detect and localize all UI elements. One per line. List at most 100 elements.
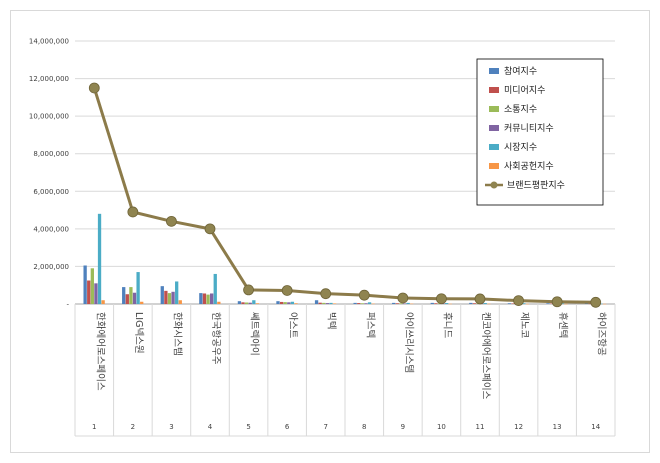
bar <box>125 294 129 304</box>
category-number: 1 <box>92 423 96 431</box>
bar <box>283 302 287 304</box>
category-number: 12 <box>514 423 523 431</box>
legend-label: 미디어지수 <box>504 85 545 96</box>
category-number: 14 <box>591 423 600 431</box>
bar <box>507 303 512 304</box>
category-label: 아이쓰리시스템 <box>403 312 415 373</box>
bar <box>318 302 322 304</box>
bar <box>248 302 252 304</box>
bar <box>371 303 375 305</box>
bar <box>360 303 364 304</box>
category-label: 한화에어로스페이스 <box>94 312 105 391</box>
bar <box>97 213 102 304</box>
line-point <box>358 289 370 301</box>
category-number: 3 <box>169 423 173 431</box>
bar <box>140 301 144 304</box>
category-label: 켄코아에어로스페이스 <box>480 312 491 400</box>
bar <box>525 303 530 305</box>
bar <box>602 303 607 305</box>
legend-label: 소통지수 <box>504 104 537 115</box>
line-point <box>474 293 486 305</box>
legend-label: 사회공헌지수 <box>504 161 554 172</box>
bar <box>160 286 164 304</box>
line-point <box>513 295 524 307</box>
bar <box>237 301 242 304</box>
category-number: 2 <box>131 423 135 431</box>
bar <box>314 300 319 304</box>
bar <box>101 300 105 304</box>
bar <box>332 303 337 304</box>
category-label: 제노코 <box>519 312 530 338</box>
bar <box>206 294 210 304</box>
category-label: 하이즈항공 <box>596 312 608 356</box>
bar <box>406 302 410 304</box>
bar <box>560 303 565 304</box>
bar <box>217 301 221 304</box>
line-point <box>127 206 139 218</box>
bar <box>364 303 368 304</box>
bar <box>546 303 550 304</box>
legend-label: 참여지수 <box>504 65 537 77</box>
line-point <box>166 215 177 227</box>
bar <box>445 303 449 304</box>
legend-swatch <box>489 144 499 150</box>
bar <box>210 293 214 304</box>
bar <box>199 293 203 304</box>
bar <box>276 301 280 304</box>
bar <box>448 303 452 305</box>
bar <box>244 302 249 304</box>
legend-line-marker <box>490 181 498 189</box>
bar <box>353 302 357 304</box>
legend-label: 커뮤니티지수 <box>504 123 554 134</box>
bar <box>483 303 487 304</box>
bar <box>511 303 515 304</box>
line-point <box>436 293 447 305</box>
chart-frame: - 2,000,000 4,000,000 6,000,000 8,000,000 10,… <box>10 10 650 453</box>
bar <box>564 303 568 305</box>
category-number: 5 <box>246 423 250 431</box>
bar <box>287 302 291 304</box>
bar <box>202 293 207 304</box>
legend-box <box>476 58 604 206</box>
brand-reputation-chart: - 2,000,000 4,000,000 6,000,000 8,000,000 10,… <box>29 38 616 437</box>
bar <box>279 301 284 304</box>
bar <box>395 303 399 304</box>
category-number: 13 <box>553 423 562 431</box>
line-point <box>397 292 409 304</box>
bar <box>255 303 260 304</box>
bar <box>90 268 94 304</box>
bar <box>322 302 326 304</box>
y-tick-label: 2,000,000 <box>33 263 69 271</box>
category-label: 아스트 <box>287 312 298 338</box>
bar <box>472 303 477 304</box>
bar <box>522 303 526 304</box>
bar <box>122 287 126 304</box>
category-label: 퍼스텍 <box>364 312 375 338</box>
line-point <box>320 288 332 300</box>
category-number: 8 <box>362 423 366 431</box>
bar <box>430 302 434 304</box>
legend-label: 시장지수 <box>504 142 537 153</box>
bar <box>392 302 396 304</box>
bar <box>487 303 491 305</box>
y-tick-label: 12,000,000 <box>29 75 69 83</box>
bar <box>94 283 98 304</box>
category-label: 휴니드 <box>441 312 452 338</box>
y-tick-label: 6,000,000 <box>33 188 69 196</box>
bar <box>252 300 256 304</box>
y-tick-label: 14,000,000 <box>29 38 69 46</box>
bar <box>584 303 589 304</box>
category-number: 9 <box>401 423 405 431</box>
bar <box>325 303 330 304</box>
bar <box>357 303 361 304</box>
bar <box>434 303 438 304</box>
line-point <box>590 296 602 308</box>
category-label: 쎄트렉아이 <box>249 312 260 356</box>
bar <box>164 290 168 304</box>
bar <box>599 303 603 305</box>
bar <box>132 292 137 304</box>
legend-swatch <box>489 163 499 169</box>
category-number: 10 <box>437 423 446 431</box>
legend-swatch <box>489 87 499 93</box>
category-label: 한국항공우주 <box>210 312 221 365</box>
